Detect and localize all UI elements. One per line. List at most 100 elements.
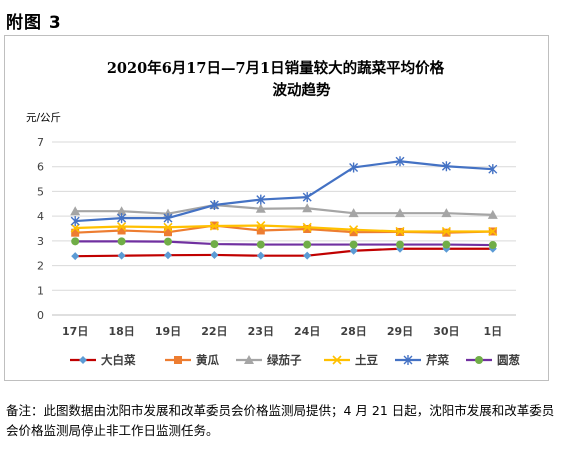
data-point — [117, 221, 127, 232]
x-tick-label: 22日 — [201, 325, 227, 338]
series-5 — [70, 156, 498, 227]
series-4 — [70, 220, 498, 237]
footnote: 备注：此图数据由沈阳市发展和改革委员会价格监测局提供；4 月 21 日起，沈阳市… — [6, 403, 555, 438]
data-point — [209, 221, 219, 231]
data-point — [348, 208, 359, 218]
data-point — [441, 226, 451, 237]
y-axis-label: 元/公斤 — [26, 112, 61, 124]
data-point — [303, 251, 312, 260]
y-tick-label: 7 — [37, 136, 44, 149]
data-point — [303, 224, 312, 233]
legend-label: 黄瓜 — [196, 353, 219, 367]
y-tick-label: 4 — [37, 210, 44, 223]
series-1 — [71, 244, 497, 261]
x-tick-label: 18日 — [108, 325, 134, 338]
legend-marker — [174, 356, 182, 364]
legend-marker — [332, 355, 342, 365]
legend-marker — [403, 355, 413, 365]
x-tick-label: 29日 — [387, 325, 413, 338]
series-line — [75, 160, 493, 223]
data-point — [303, 240, 312, 249]
legend-marker — [79, 356, 87, 364]
data-point — [442, 240, 451, 249]
data-point — [71, 237, 80, 246]
data-point — [210, 240, 219, 249]
data-point — [349, 228, 358, 237]
data-point — [442, 228, 451, 237]
legend-marker — [244, 355, 254, 364]
data-point — [117, 213, 127, 224]
legend: 大白菜 黄瓜 绿茄子 土豆 芹菜 圆葱 — [70, 353, 520, 367]
y-tick-label: 2 — [37, 260, 44, 273]
data-point — [210, 250, 219, 259]
data-point — [349, 246, 358, 255]
x-tick-label: 24日 — [294, 325, 320, 338]
data-point — [349, 162, 359, 173]
chart-subtitle: 波动趋势 — [272, 82, 331, 99]
x-tick-label: 19日 — [155, 325, 181, 338]
data-point — [395, 156, 405, 167]
y-tick-label: 6 — [37, 161, 44, 174]
data-point — [116, 206, 127, 216]
data-point — [395, 208, 405, 218]
data-point — [117, 237, 126, 246]
series-line — [75, 203, 493, 217]
data-point — [117, 226, 126, 235]
data-point — [71, 252, 80, 261]
data-point — [256, 194, 266, 205]
data-point — [163, 213, 173, 224]
y-tick-label: 1 — [37, 284, 44, 297]
y-tick-label: 5 — [37, 185, 44, 198]
data-point — [209, 200, 219, 211]
legend-marker — [475, 356, 483, 364]
series-6 — [71, 237, 497, 250]
data-point — [164, 228, 172, 237]
data-point — [395, 226, 405, 237]
series-2 — [71, 221, 497, 237]
data-point — [349, 240, 358, 249]
series-3 — [70, 200, 498, 219]
data-point — [256, 240, 265, 249]
chart-title: 2020年6月17日—7月1日销量较大的蔬菜平均价格 — [106, 60, 445, 77]
data-point — [71, 228, 80, 237]
legend-label: 芹菜 — [426, 353, 449, 367]
data-point — [163, 222, 173, 232]
data-point — [487, 209, 498, 219]
data-point — [256, 251, 265, 260]
data-point — [117, 251, 126, 260]
legend-label: 绿茄子 — [267, 353, 302, 367]
data-point — [256, 226, 265, 235]
data-point — [70, 223, 80, 233]
data-point — [256, 220, 266, 231]
x-tick-label: 23日 — [248, 325, 274, 338]
legend-label: 土豆 — [355, 353, 378, 367]
x-tick-label: 30日 — [433, 325, 459, 338]
data-point — [302, 203, 313, 213]
y-tick-label: 0 — [37, 309, 44, 322]
data-point — [349, 225, 359, 235]
data-point — [441, 208, 452, 218]
series-line — [75, 247, 493, 258]
x-tick-label: 28日 — [340, 325, 366, 338]
data-point — [164, 251, 172, 260]
data-point — [70, 216, 80, 227]
series-line — [75, 224, 493, 233]
data-point — [396, 240, 404, 249]
data-point — [488, 164, 498, 175]
data-point — [441, 161, 451, 172]
data-point — [302, 192, 312, 203]
legend-label: 大白菜 — [101, 353, 136, 367]
data-point — [302, 222, 312, 232]
data-point — [488, 226, 498, 237]
data-point — [70, 206, 81, 216]
data-point — [164, 237, 172, 246]
legend-label: 圆葱 — [497, 353, 520, 367]
series-line — [75, 240, 493, 247]
y-tick-label: 3 — [37, 235, 44, 248]
data-point — [488, 241, 497, 250]
x-tick-label: 1日 — [483, 325, 502, 338]
data-point — [255, 203, 266, 213]
figure-label: 附图 3 — [6, 13, 62, 33]
x-tick-label: 17日 — [62, 325, 88, 338]
